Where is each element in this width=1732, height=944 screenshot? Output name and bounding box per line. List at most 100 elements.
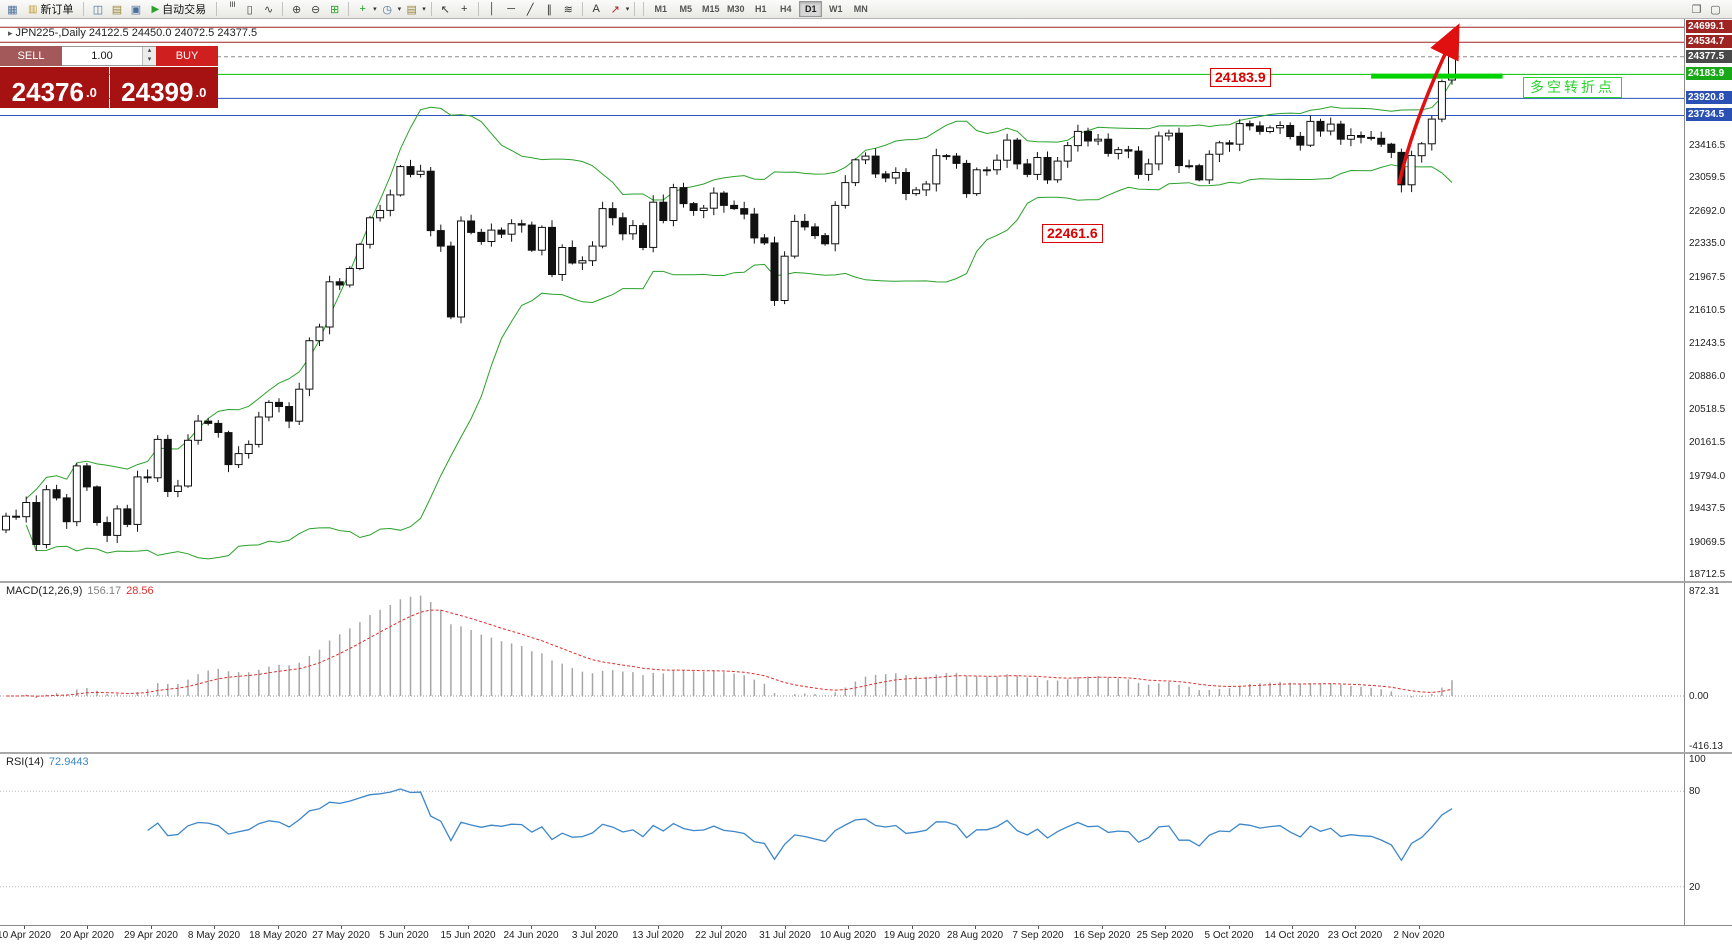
bars-chart-icon[interactable]: ≡ [226, 0, 239, 7]
timeframe-button-m5[interactable]: M5 [679, 4, 692, 14]
resistance-price-annotation[interactable]: 24183.9 [1210, 68, 1271, 87]
candle-body [396, 166, 405, 196]
indicators-icon[interactable]: + [359, 3, 366, 15]
candle-body [1063, 145, 1072, 162]
rsi-indicator-label: RSI(14) 72.9443 [6, 756, 89, 768]
volume-up-button[interactable]: ▴ [143, 47, 156, 56]
toolbar-separator [348, 2, 350, 16]
price-highlight-label: 24183.9 [1686, 67, 1732, 80]
timeframe-button-d1[interactable]: D1 [799, 1, 823, 17]
trendline-icon[interactable]: ╱ [526, 3, 534, 16]
time-axis-tick [404, 926, 405, 929]
candle-body [1033, 157, 1042, 175]
timeframe-button-h4[interactable]: H4 [779, 4, 792, 14]
candle-body [669, 187, 678, 222]
pane-separator-macd[interactable] [0, 581, 1732, 583]
channel-icon[interactable]: ∥ [546, 3, 552, 16]
price-tick-label: 19437.5 [1689, 503, 1726, 514]
candle-body [841, 182, 850, 206]
toolbar-right-group: ❐ ▢ [1687, 1, 1725, 18]
data-window-icon[interactable]: ▣ [130, 3, 142, 16]
time-axis-label: 10 Aug 2020 [819, 930, 877, 941]
timeframe-button-mn[interactable]: MN [853, 4, 868, 14]
time-axis-label: 20 Apr 2020 [60, 930, 114, 941]
profiles-icon[interactable]: ▤ [111, 3, 123, 16]
dropdown-caret-icon[interactable]: ▾ [373, 6, 377, 13]
pivot-text-annotation[interactable]: 多空转折点 [1523, 77, 1622, 98]
buy-button[interactable]: BUY [156, 46, 218, 66]
timeframe-button-m1[interactable]: M1 [654, 4, 667, 14]
timeframe-button-m15[interactable]: M15 [701, 4, 720, 14]
time-axis-label: 25 Sep 2020 [1136, 930, 1194, 941]
timeframe-button-w1[interactable]: W1 [828, 4, 843, 14]
toolbar-separator [216, 2, 218, 16]
charts-grid-icon[interactable]: ◫ [92, 3, 104, 16]
zoom-out-icon[interactable]: ⊖ [311, 3, 321, 16]
candle-body [1154, 135, 1163, 165]
candle-body [1215, 142, 1224, 155]
candle-body [366, 217, 374, 245]
time-axis[interactable]: 10 Apr 2020 20 Apr 2020 29 Apr 2020 8 May 2… [0, 925, 1732, 944]
chart-workspace: 23416.5 23059.5 22692.0 22335.0 21967.5 21610… [0, 19, 1732, 944]
sell-price-frac: .0 [85, 85, 97, 100]
templates-icon[interactable]: ▤ [406, 3, 417, 16]
candle-body [406, 166, 415, 175]
pane-separator-rsi[interactable] [0, 752, 1732, 754]
zoom-in-icon[interactable]: ⊕ [292, 3, 302, 16]
new-order-button[interactable]: ▥ 新订单 [22, 1, 79, 18]
sell-price-box[interactable]: 24376 .0 [0, 67, 109, 108]
macd-panel-canvas[interactable] [0, 582, 1684, 753]
trend-arrow[interactable] [1397, 23, 1460, 185]
price-axis[interactable]: 23416.5 23059.5 22692.0 22335.0 21967.5 21610… [1684, 19, 1732, 925]
auto-trading-button-label: 自动交易 [162, 4, 207, 16]
rsi-panel-canvas[interactable] [0, 753, 1684, 925]
fibonacci-icon[interactable]: ≋ [563, 3, 573, 16]
candle-body [942, 155, 951, 158]
auto-trading-button[interactable]: ▶ 自动交易 [145, 1, 212, 18]
buy-price-box[interactable]: 24399 .0 [109, 67, 218, 108]
main-chart-canvas[interactable] [0, 19, 1684, 582]
periods-icon[interactable]: ◷ [382, 3, 392, 16]
volume-down-button[interactable]: ▾ [143, 56, 156, 65]
time-axis-label: 10 Apr 2020 [0, 930, 51, 941]
chart-window-icon[interactable]: ▦ [7, 3, 18, 16]
time-axis-label: 22 Jul 2020 [695, 930, 747, 941]
time-axis-label: 8 May 2020 [187, 930, 241, 941]
cursor-icon[interactable]: ↖ [440, 3, 450, 16]
dropdown-caret-icon[interactable]: ▾ [625, 6, 630, 13]
tile-windows-icon[interactable]: ⊞ [330, 3, 340, 16]
rsi-axis-label: 80 [1689, 786, 1701, 797]
line-chart-icon[interactable]: ∿ [264, 3, 274, 16]
candle-body [32, 502, 41, 545]
candle-body [800, 220, 809, 228]
timeframe-button-h1[interactable]: H1 [754, 4, 767, 14]
volume-value[interactable]: 1.00 [91, 50, 113, 62]
dock-window-icon[interactable]: ❐ [1691, 3, 1702, 16]
candle-body [1084, 130, 1092, 142]
bollinger-upper-band [25, 80, 1453, 499]
candle-body [1124, 149, 1133, 152]
candle-body [1144, 163, 1153, 175]
dropdown-caret-icon[interactable]: ▾ [422, 6, 426, 13]
candle-body [831, 204, 840, 245]
window-list-icon[interactable]: ▢ [1710, 3, 1721, 16]
candle-body [679, 187, 688, 205]
volume-field[interactable]: 1.00 ▴ ▾ [62, 46, 156, 66]
dropdown-caret-icon[interactable]: ▾ [397, 6, 402, 13]
candle-body [224, 432, 233, 466]
sell-button[interactable]: SELL [0, 46, 62, 66]
vertical-line-icon[interactable]: │ [488, 3, 496, 15]
arrows-tool-icon[interactable]: ↗ [610, 3, 620, 16]
volume-steppers: ▴ ▾ [142, 47, 156, 65]
horizontal-line-icon[interactable]: ─ [507, 3, 516, 15]
timeframe-button-m30[interactable]: M30 [726, 4, 745, 14]
candle-body [1316, 120, 1325, 132]
candle-body [1043, 157, 1052, 181]
crosshair-icon[interactable]: + [460, 3, 468, 15]
text-tool-icon[interactable]: A [592, 3, 600, 15]
candle-body [1235, 123, 1244, 145]
support-price-annotation[interactable]: 22461.6 [1042, 224, 1103, 243]
time-axis-tick [721, 926, 722, 929]
candlestick-chart-icon[interactable]: ▯ [246, 3, 253, 16]
time-axis-tick [1038, 926, 1039, 929]
